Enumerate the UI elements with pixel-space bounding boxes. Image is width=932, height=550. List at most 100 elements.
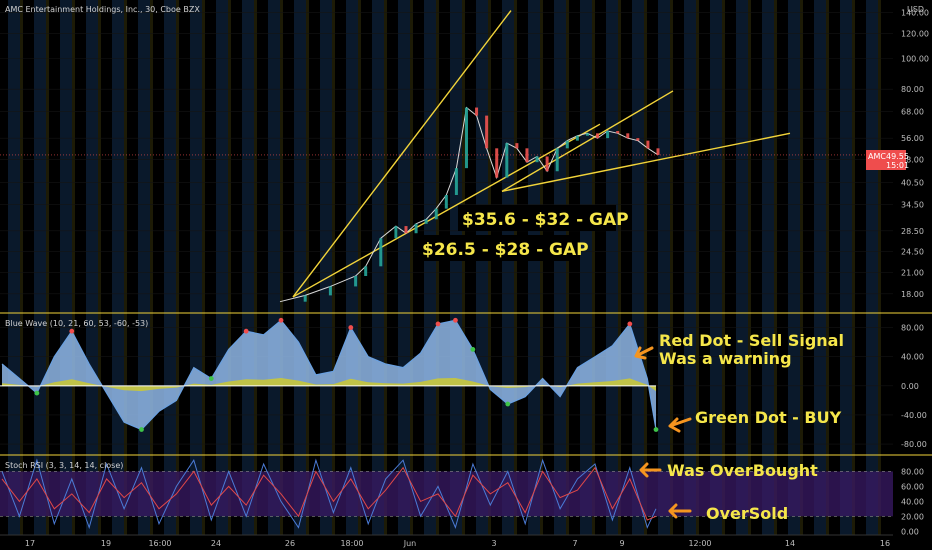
price-tick-label: 100.00 [901, 55, 929, 64]
session-band-edge [826, 0, 829, 535]
price-candle [475, 107, 479, 116]
price-candle [354, 276, 358, 287]
gap-label-bg-1 [458, 205, 616, 231]
price-series [279, 106, 660, 303]
stoch-rsi-panel[interactable]: 0.00 20.00 40.00 60.00 80.00 Stoch RSI (3, 3… [0, 458, 924, 536]
session-band-edge [176, 0, 179, 535]
session-band-edge [436, 0, 439, 535]
time-tick-label: Jun [403, 539, 417, 548]
price-candle [424, 219, 428, 224]
rsi-tick-label: 60.00 [901, 482, 924, 491]
session-band [840, 0, 852, 535]
wave-series [0, 319, 657, 431]
session-band-edge [280, 0, 283, 535]
session-band-edge [670, 0, 673, 535]
wave-signal-dots [34, 317, 659, 432]
price-candle [394, 226, 398, 239]
session-band [190, 0, 202, 535]
blue-wave-panel[interactable]: -80.00 -40.00 0.00 40.00 80.00 Blue Wave (10… [0, 317, 927, 449]
price-candle [626, 133, 630, 139]
buy-signal-dot [34, 390, 40, 396]
price-candle [485, 115, 489, 149]
session-band-edge [514, 0, 517, 535]
price-tick-label: 68.00 [901, 108, 924, 117]
wave-title: Blue Wave (10, 21, 60, 53, -60, -53) [5, 319, 148, 328]
overbought-arrow-icon [639, 462, 662, 478]
price-candle [379, 238, 383, 267]
price-candle [464, 107, 468, 169]
rsi-k-line [1, 458, 657, 530]
session-band-edge [228, 0, 231, 535]
wave-line [1, 319, 657, 431]
time-tick-label: 14 [785, 539, 795, 548]
price-tick-label: 21.00 [901, 269, 924, 278]
price-candle [303, 295, 307, 302]
sell-arrow-icon [634, 346, 654, 360]
warning-label: Was a warning [659, 349, 792, 368]
chart-title: AMC Entertainment Holdings, Inc., 30, Cb… [5, 5, 200, 14]
currency-label: USD [907, 5, 924, 14]
session-band [684, 0, 696, 535]
rsi-axis: 0.00 20.00 40.00 60.00 80.00 [901, 467, 924, 536]
oversold-label: OverSold [706, 504, 788, 523]
price-tick-label: 80.00 [901, 85, 924, 94]
session-band-edge [462, 0, 465, 535]
price-badge-countdown: 15:01 [886, 161, 909, 170]
buy-signal-dot [653, 427, 659, 432]
price-panel[interactable]: 18.00 21.00 24.50 28.50 34.50 40.50 48.00 56.00… [0, 5, 929, 303]
session-band [294, 0, 306, 535]
price-tick-label: 48.00 [901, 155, 924, 164]
wave-tick-label: 0.00 [901, 382, 919, 391]
sell-signal-dot [348, 325, 354, 330]
oversold-arrow-shape [668, 503, 692, 519]
price-badge-ticker: AMC [868, 152, 886, 161]
session-band-edge [878, 0, 881, 535]
buy-signal-dot [470, 347, 476, 352]
session-band [372, 0, 384, 535]
session-band-edge [150, 0, 153, 535]
rsi-tick-label: 80.00 [901, 467, 924, 476]
price-candle [545, 156, 549, 172]
session-band-edge [46, 0, 49, 535]
session-band [320, 0, 332, 535]
price-badge-box [866, 150, 906, 170]
price-candle [454, 168, 458, 196]
buy-arrow-icon [668, 417, 692, 433]
time-tick-label: 24 [211, 539, 221, 548]
rsi-tick-label: 20.00 [901, 512, 924, 521]
time-tick-label: 16 [880, 539, 890, 548]
time-tick-label: 3 [491, 539, 496, 548]
rsi-d-line [1, 466, 657, 521]
gap-label-bg-2 [418, 235, 580, 261]
price-candle [656, 148, 660, 155]
rsi-series [1, 458, 657, 530]
price-candle [505, 143, 509, 178]
time-tick-label: 19 [101, 539, 111, 548]
session-band [242, 0, 254, 535]
wave-tick-label: -80.00 [901, 440, 927, 449]
gap-label-2: $26.5 - $28 - GAP [422, 240, 589, 260]
price-candle [565, 140, 569, 149]
session-band-edge [384, 0, 387, 535]
time-tick-label: 16:00 [148, 539, 171, 548]
session-band-edge [124, 0, 127, 535]
wave-secondary-area [2, 378, 656, 392]
overbought-label: Was OverBought [667, 461, 818, 480]
session-band [866, 0, 878, 535]
buy-arrow-shape [668, 417, 692, 433]
time-tick-label: 17 [25, 539, 35, 548]
buy-signal-label: Green Dot - BUY [695, 408, 842, 427]
session-band-edge [358, 0, 361, 535]
gap-label-1: $35.6 - $32 - GAP [462, 210, 629, 230]
trendline-channel [501, 90, 674, 192]
price-tick-label: 28.50 [901, 227, 924, 236]
price-candle [616, 130, 620, 134]
time-axis[interactable]: 17 19 16:00 24 26 18:00 Jun 3 7 9 12:00 14 16 [25, 539, 890, 548]
wave-area [2, 320, 656, 430]
session-band-edge [332, 0, 335, 535]
price-candle [585, 133, 589, 136]
session-band-edge [254, 0, 257, 535]
sell-signal-dot [435, 321, 441, 327]
wave-tick-label: 80.00 [901, 324, 924, 333]
